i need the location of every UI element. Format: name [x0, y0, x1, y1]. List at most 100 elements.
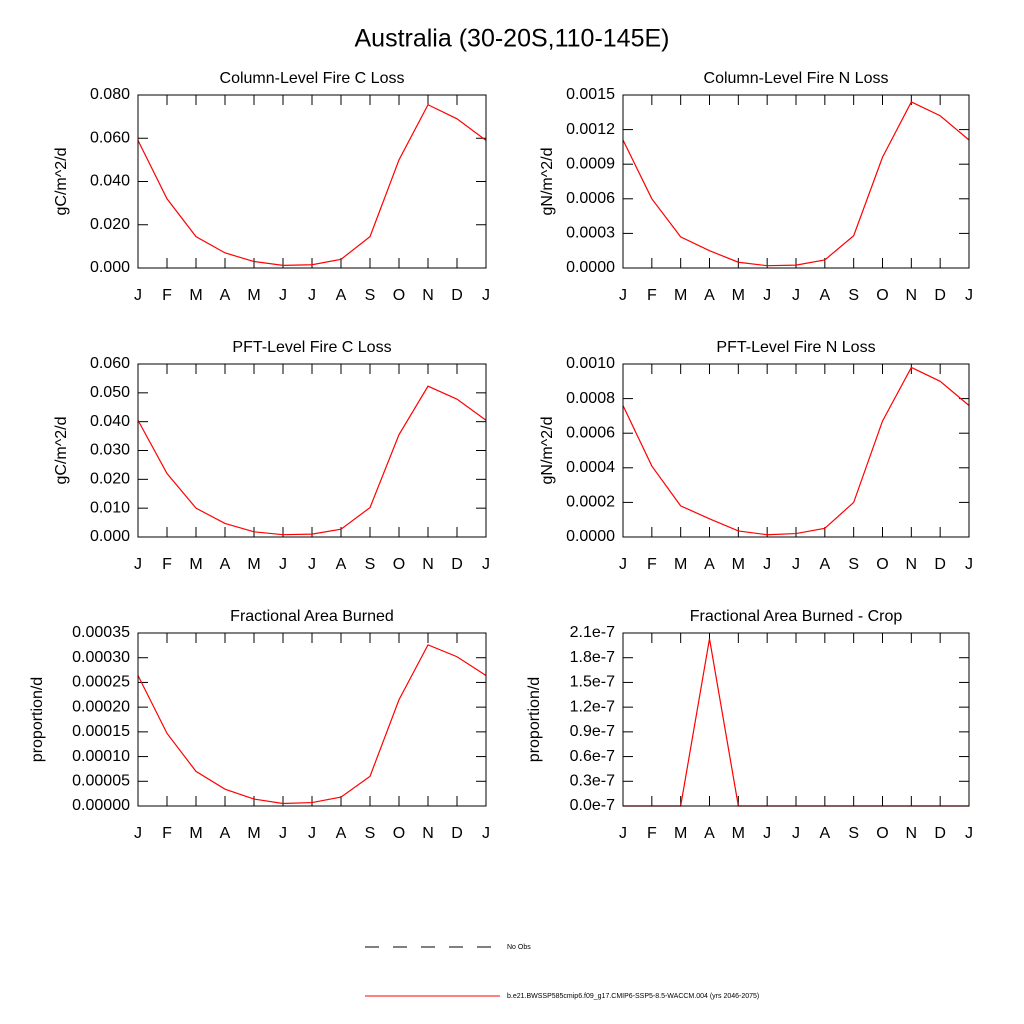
data-line	[137, 644, 487, 805]
plot-frame	[137, 94, 487, 269]
x-tick-label: A	[336, 287, 347, 304]
x-tick-label: J	[279, 825, 287, 842]
y-tick-label: 0.00020	[72, 698, 130, 715]
legend-label: No Obs	[507, 944, 531, 951]
x-tick-label: O	[393, 825, 405, 842]
y-tick-label: 0.060	[90, 129, 130, 146]
x-tick-label: M	[247, 556, 260, 573]
x-tick-label: D	[451, 556, 463, 573]
x-tick-label: F	[647, 287, 657, 304]
x-tick-label: J	[308, 287, 316, 304]
y-tick-label: 0.020	[90, 471, 130, 488]
x-tick-label: J	[792, 556, 800, 573]
y-tick-label: 0.0015	[566, 86, 615, 103]
x-tick-label: M	[674, 556, 687, 573]
x-tick-label: A	[819, 556, 830, 573]
data-line	[622, 101, 970, 267]
x-tick-label: F	[162, 556, 172, 573]
y-tick-label: 0.030	[90, 442, 130, 459]
x-tick-label: J	[279, 556, 287, 573]
y-tick-label: 0.0000	[566, 528, 615, 545]
y-tick-label: 0.00015	[72, 723, 130, 740]
y-tick-label: 0.00010	[72, 748, 130, 765]
y-tick-label: 0.0008	[566, 390, 615, 407]
y-tick-label: 0.0009	[566, 155, 615, 172]
y-tick-label: 0.0002	[566, 494, 615, 511]
y-tick-label: 0.00035	[72, 624, 130, 641]
x-tick-label: J	[279, 287, 287, 304]
x-tick-label: M	[674, 287, 687, 304]
x-tick-label: A	[336, 556, 347, 573]
x-tick-label: O	[876, 556, 888, 573]
x-tick-label: J	[134, 825, 142, 842]
x-tick-label: F	[647, 825, 657, 842]
x-tick-label: N	[422, 825, 434, 842]
y-tick-label: 0.00000	[72, 797, 130, 814]
x-tick-label: J	[792, 825, 800, 842]
x-tick-label: A	[220, 287, 231, 304]
plot-frame	[622, 94, 970, 269]
x-tick-label: J	[619, 556, 627, 573]
x-tick-label: A	[704, 825, 715, 842]
x-tick-label: S	[848, 287, 859, 304]
x-tick-label: J	[763, 825, 771, 842]
x-tick-label: J	[134, 287, 142, 304]
x-tick-label: J	[619, 825, 627, 842]
x-tick-label: F	[162, 287, 172, 304]
y-tick-label: 0.0e-7	[570, 797, 615, 814]
data-line	[137, 385, 487, 536]
x-tick-label: S	[365, 825, 376, 842]
x-tick-label: J	[792, 287, 800, 304]
plot-frame	[137, 632, 487, 807]
y-tick-label: 0.9e-7	[570, 723, 615, 740]
y-tick-label: 1.2e-7	[570, 698, 615, 715]
x-tick-label: J	[965, 287, 973, 304]
x-tick-label: M	[189, 287, 202, 304]
x-tick-label: N	[422, 287, 434, 304]
x-tick-label: J	[482, 287, 490, 304]
y-tick-label: 2.1e-7	[570, 624, 615, 641]
panel-title: Fractional Area Burned	[230, 608, 394, 625]
x-tick-label: O	[393, 287, 405, 304]
x-tick-label: S	[848, 825, 859, 842]
y-tick-label: 0.040	[90, 173, 130, 190]
y-tick-label: 0.040	[90, 413, 130, 430]
x-tick-label: M	[732, 556, 745, 573]
x-tick-label: O	[393, 556, 405, 573]
y-tick-label: 0.6e-7	[570, 748, 615, 765]
x-tick-label: M	[732, 825, 745, 842]
x-tick-label: J	[763, 556, 771, 573]
y-tick-label: 0.000	[90, 528, 130, 545]
figure-title: Australia (30-20S,110-145E)	[355, 25, 670, 53]
x-tick-label: N	[906, 556, 918, 573]
y-tick-label: 0.3e-7	[570, 773, 615, 790]
x-tick-label: A	[819, 287, 830, 304]
x-tick-label: J	[965, 825, 973, 842]
x-tick-label: A	[704, 287, 715, 304]
plot-frame	[622, 363, 970, 538]
y-tick-label: 0.00005	[72, 773, 130, 790]
x-tick-label: J	[308, 825, 316, 842]
panel-title: Column-Level Fire C Loss	[220, 70, 405, 87]
y-axis-label: gN/m^2/d	[539, 417, 556, 485]
plot-frame	[137, 363, 487, 538]
y-tick-label: 1.8e-7	[570, 649, 615, 666]
y-tick-label: 0.000	[90, 259, 130, 276]
panel-title: Fractional Area Burned - Crop	[690, 608, 903, 625]
y-axis-label: proportion/d	[526, 677, 543, 762]
y-tick-label: 0.080	[90, 86, 130, 103]
data-line	[137, 103, 487, 267]
legend-label: b.e21.BWSSP585cmip6.f09_g17.CMIP6-SSP5-8…	[507, 993, 759, 1000]
y-tick-label: 0.0006	[566, 190, 615, 207]
x-tick-label: S	[848, 556, 859, 573]
y-tick-label: 0.010	[90, 499, 130, 516]
x-tick-label: M	[247, 825, 260, 842]
y-tick-label: 0.0012	[566, 121, 615, 138]
data-line	[622, 366, 970, 536]
x-tick-label: M	[674, 825, 687, 842]
panel-title: PFT-Level Fire N Loss	[716, 339, 875, 356]
y-tick-label: 0.00030	[72, 649, 130, 666]
x-tick-label: F	[162, 825, 172, 842]
x-tick-label: A	[220, 825, 231, 842]
y-tick-label: 0.0003	[566, 225, 615, 242]
